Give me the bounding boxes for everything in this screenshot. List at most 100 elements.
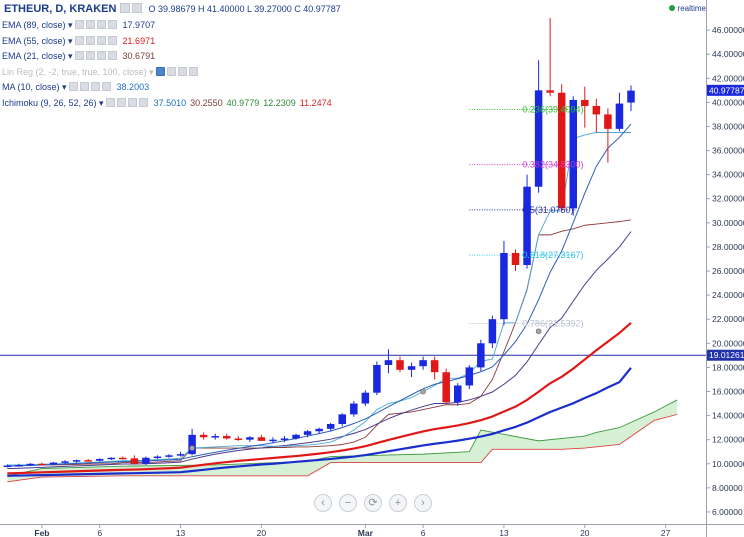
- scroll-left-button[interactable]: ‹: [314, 494, 332, 512]
- x-tick-label: 6: [421, 528, 426, 537]
- y-tick-label: 6.00000: [712, 507, 743, 517]
- y-tick-label: 26.00000: [712, 266, 744, 276]
- indicator-row[interactable]: EMA (21, close) ▾ 30.6791: [2, 49, 155, 63]
- candle-body: [361, 392, 370, 404]
- fib-level-label: 0.786(21.5392): [522, 319, 583, 329]
- indicator-row[interactable]: EMA (89, close) ▾ 17.9707: [2, 18, 155, 32]
- indicator-name: EMA (89, close) ▾: [2, 20, 73, 30]
- zoom-out-button[interactable]: −: [339, 494, 357, 512]
- eye-icon[interactable]: [74, 20, 84, 29]
- indicator-name: EMA (55, close) ▾: [2, 35, 73, 46]
- indicator-value: 30.2550: [190, 98, 223, 108]
- y-tick-label: 14.00000: [712, 411, 744, 421]
- candle-body: [199, 434, 208, 438]
- indicator-row[interactable]: Ichimoku (9, 26, 52, 26) ▾ 37.5010 30.2550…: [2, 96, 332, 110]
- settings-icon[interactable]: [85, 51, 95, 61]
- y-tick-label: 18.00000: [712, 362, 744, 372]
- plus-icon[interactable]: [90, 82, 100, 92]
- x-tick-label: 6: [97, 528, 102, 537]
- candle-body: [130, 458, 139, 464]
- eye-icon[interactable]: [74, 51, 84, 61]
- x-tick-label: 13: [499, 528, 509, 537]
- indicator-value: 21.6971: [122, 35, 156, 46]
- y-tick-label: 24.00000: [712, 290, 744, 300]
- plus-icon[interactable]: [127, 98, 137, 107]
- tenkan-line: [7, 132, 631, 466]
- settings-icon[interactable]: [116, 98, 126, 107]
- candle-body: [581, 99, 589, 106]
- candle-body: [119, 457, 127, 460]
- candle-body: [419, 360, 427, 367]
- x-tick-label: 13: [176, 528, 186, 537]
- indicator-row[interactable]: Lin Reg (2, -2, true, true, 100, close) …: [2, 65, 198, 79]
- settings-icon[interactable]: [166, 66, 176, 76]
- indicator-row[interactable]: MA (10, close) ▾ 38.2003: [2, 80, 149, 94]
- close-icon[interactable]: [107, 51, 117, 61]
- settings-icon[interactable]: [79, 82, 89, 92]
- event-marker: [420, 388, 426, 395]
- symbol-label: ETHEUR, D, KRAKEN: [4, 3, 117, 15]
- candle-body: [465, 367, 474, 386]
- y-tick-label: 16.00000: [712, 386, 744, 396]
- reset-button[interactable]: ⟳: [364, 494, 382, 512]
- y-tick-label: 12.00000: [712, 435, 744, 445]
- ema-21-line: [7, 231, 632, 470]
- hline-price-tag: 19.01261: [709, 350, 744, 360]
- candle-body: [384, 360, 393, 365]
- chart-title: ETHEUR, D, KRAKEN O 39.98679 H 41.40000 L…: [4, 3, 341, 15]
- y-tick-label: 22.00000: [712, 314, 744, 324]
- senkou-span-b-line: [7, 413, 678, 483]
- x-tick-label: 20: [257, 528, 267, 537]
- zoom-in-button[interactable]: +: [389, 494, 407, 512]
- candle-body: [234, 438, 243, 440]
- y-tick-label: 38.00000: [712, 121, 744, 131]
- scroll-right-button[interactable]: ›: [414, 494, 432, 512]
- candle-body: [223, 436, 231, 439]
- y-tick-label: 42.00000: [712, 73, 744, 83]
- indicator-value: 12.2309: [263, 98, 296, 108]
- settings-icon[interactable]: [85, 20, 95, 29]
- indicator-name: MA (10, close) ▾: [2, 82, 67, 93]
- event-marker: [535, 328, 542, 335]
- close-icon[interactable]: [101, 82, 111, 92]
- candle-body: [546, 90, 554, 93]
- candle-body: [604, 114, 612, 129]
- candle-body: [592, 105, 601, 115]
- close-icon[interactable]: [138, 98, 148, 107]
- plus-icon[interactable]: [177, 66, 187, 76]
- plus-icon[interactable]: [96, 20, 106, 29]
- fib-level-label: 0.618(27.3167): [522, 250, 583, 260]
- x-tick-label: Feb: [34, 528, 49, 537]
- candle-body: [165, 455, 173, 457]
- y-tick-label: 40.00000: [712, 97, 744, 107]
- candle-body: [107, 457, 115, 460]
- plus-icon[interactable]: [96, 35, 106, 45]
- eye-icon[interactable]: [74, 35, 84, 45]
- eye-icon[interactable]: [68, 82, 78, 92]
- candle-body: [84, 460, 92, 462]
- indicator-name: Lin Reg (2, -2, true, true, 100, close) …: [2, 66, 154, 77]
- realtime-status: realtime: [668, 4, 706, 13]
- plus-icon[interactable]: [96, 51, 106, 61]
- eye-icon[interactable]: [155, 66, 165, 76]
- close-icon[interactable]: [188, 66, 198, 76]
- candle-body: [15, 464, 23, 467]
- eye-icon[interactable]: [105, 98, 115, 107]
- candle-body: [500, 252, 508, 320]
- settings-icon[interactable]: [85, 35, 95, 45]
- hline-price-tag-box: [707, 349, 744, 361]
- last-price-tag: 40.97787: [709, 85, 744, 95]
- close-icon[interactable]: [107, 35, 117, 45]
- candle-body: [373, 364, 381, 393]
- candle-body: [269, 439, 277, 442]
- close-icon[interactable]: [107, 20, 117, 29]
- fib-level-label: 0.382(34.8300): [522, 160, 583, 170]
- candle-body: [350, 403, 358, 415]
- indicator-row[interactable]: EMA (55, close) ▾ 21.6971: [2, 34, 155, 48]
- compare-icon[interactable]: [132, 3, 143, 13]
- settings-icon[interactable]: [120, 3, 131, 13]
- x-tick-label: 27: [661, 528, 671, 537]
- ohlc-readout: O 39.98679 H 41.40000 L 39.27000 C 40.97…: [148, 4, 341, 14]
- indicator-value: 37.5010: [153, 98, 187, 108]
